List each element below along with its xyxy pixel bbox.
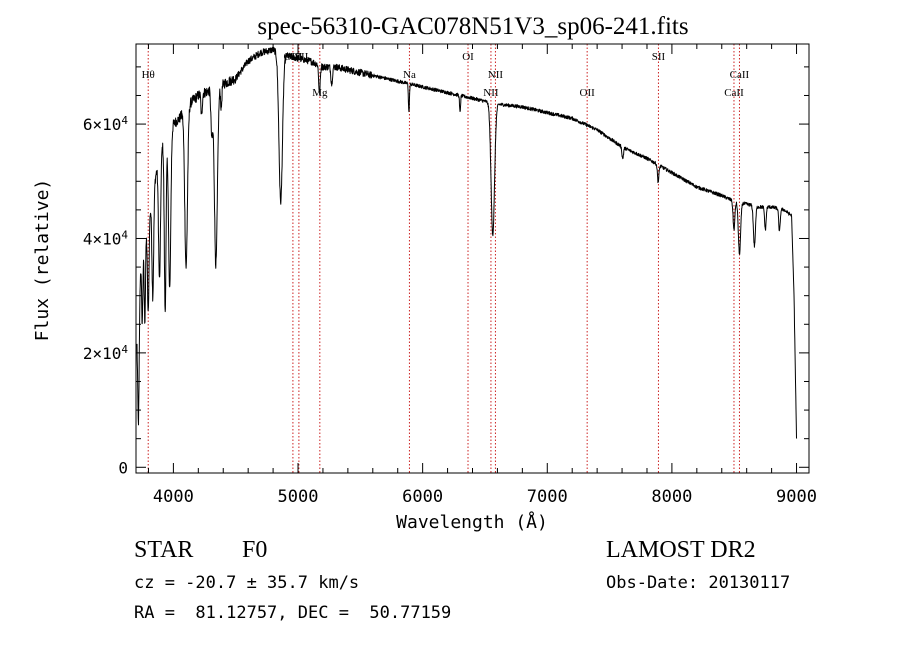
x-tick-label: 9000: [776, 487, 817, 507]
line-marker-label: OI: [462, 51, 474, 63]
observation-date: Obs-Date: 20130117: [606, 573, 791, 593]
line-marker-label: SII: [652, 51, 666, 63]
x-tick-label: 6000: [402, 487, 443, 507]
plot-frame: [135, 43, 810, 474]
line-marker-label: Hθ: [142, 69, 155, 81]
x-tick-label: 7000: [527, 487, 568, 507]
x-tick-label: 4000: [153, 487, 194, 507]
line-marker-label: Na: [403, 69, 416, 81]
y-tick-label: 6×104: [83, 114, 129, 135]
line-marker-label: CaII: [730, 69, 750, 81]
line-marker-label: OII: [580, 87, 596, 99]
y-tick-label: 4×104: [83, 228, 129, 249]
line-marker-label: CaII: [724, 87, 744, 99]
axis-ticks: 4000 5000 6000 7000 8000 9000 0 2×104 4×104 6×104: [83, 44, 817, 507]
x-tick-label: 8000: [651, 487, 692, 507]
redshift-info: cz = -20.7 ± 35.7 km/s: [134, 573, 360, 593]
x-axis-label: Wavelength (Å): [396, 511, 548, 533]
y-axis-label: Flux (relative): [32, 179, 53, 342]
object-subclass: F0: [242, 537, 268, 563]
x-tick-label: 5000: [278, 487, 319, 507]
y-tick-label: 0: [118, 458, 128, 477]
coordinates-info: RA = 81.12757, DEC = 50.77159: [134, 603, 452, 623]
object-class: STAR: [134, 537, 194, 563]
line-marker-label: NII: [483, 87, 499, 99]
spectrum-line: [136, 46, 798, 439]
y-tick-label: 2×104: [83, 342, 129, 363]
line-marker-label: NII: [488, 69, 504, 81]
chart-title: spec-56310-GAC078N51V3_sp06-241.fits: [257, 13, 688, 40]
survey-release: LAMOST DR2: [606, 537, 756, 563]
